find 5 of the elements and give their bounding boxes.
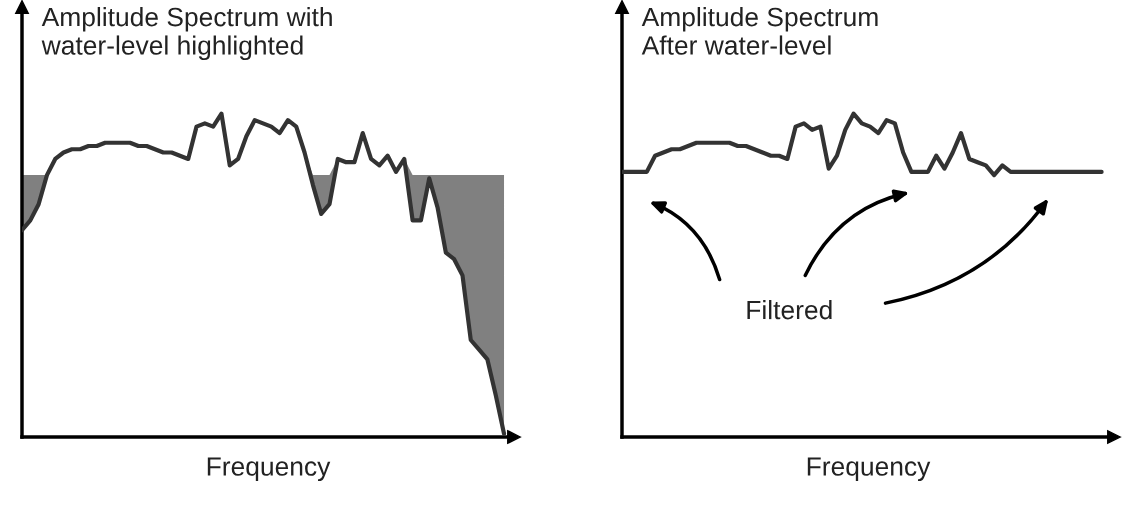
chart-title: Amplitude Spectrum with water-level highlighted xyxy=(41,7,332,61)
annotation: Filtered xyxy=(747,300,832,320)
x-axis-title: Frequency xyxy=(207,457,331,482)
x-axis-title: Frequency xyxy=(807,457,931,482)
chart-title: Amplitude Spectrum After water-level xyxy=(641,7,878,55)
